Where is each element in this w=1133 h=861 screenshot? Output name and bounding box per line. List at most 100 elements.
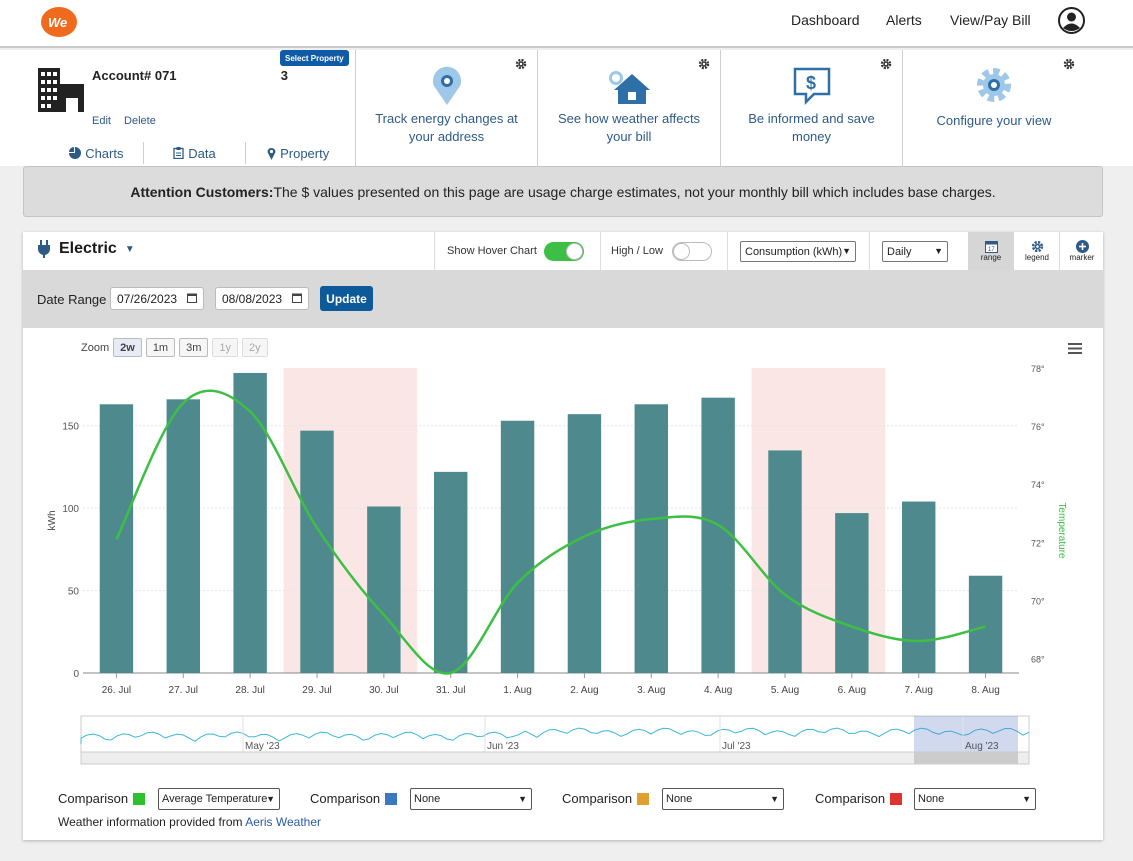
attention-title: Attention Customers: bbox=[130, 183, 274, 200]
plug-icon bbox=[38, 240, 50, 258]
temperature-line bbox=[115, 389, 986, 675]
divider bbox=[142, 142, 144, 164]
y-tick-label: 150 bbox=[62, 422, 79, 433]
plus-circle-icon bbox=[1075, 240, 1089, 253]
tab-charts[interactable]: Charts bbox=[50, 142, 143, 164]
chart-panel: Electric ▼ Show Hover Chart High / Low C… bbox=[23, 232, 1103, 840]
comparison-4: Comparison bbox=[815, 791, 903, 806]
bar bbox=[367, 506, 401, 673]
comparison-label: Comparison bbox=[310, 791, 381, 806]
user-avatar-icon[interactable] bbox=[1058, 7, 1085, 34]
menu-icon[interactable] bbox=[1068, 343, 1082, 354]
comparison-4-select[interactable]: None ▼ bbox=[914, 788, 1036, 810]
comparison-label: Comparison bbox=[58, 791, 129, 806]
zoom-2y-button: 2y bbox=[242, 338, 268, 357]
bar bbox=[835, 513, 869, 673]
zoom-1m-button[interactable]: 1m bbox=[145, 338, 176, 357]
attention-banner: Attention Customers: The $ values present… bbox=[23, 166, 1103, 217]
y2-tick-label: 68° bbox=[1031, 654, 1045, 664]
navigator-label: Aug '23 bbox=[965, 741, 999, 752]
x-tick-label: 27. Jul bbox=[169, 685, 198, 696]
zoom-1y-button: 1y bbox=[212, 338, 238, 357]
comparison-label: Comparison bbox=[815, 791, 886, 806]
service-label: Electric bbox=[59, 240, 117, 257]
gear-icon[interactable] bbox=[698, 58, 710, 70]
delete-account-link[interactable]: Delete bbox=[124, 115, 156, 127]
range-button[interactable]: 17 range bbox=[968, 232, 1014, 270]
gear-icon[interactable] bbox=[1063, 58, 1075, 70]
y-tick-label: 0 bbox=[73, 669, 79, 680]
measure-select[interactable]: Consumption (kWh) ▼ bbox=[740, 241, 856, 262]
update-button[interactable]: Update bbox=[320, 286, 373, 311]
tab-property[interactable]: Property bbox=[246, 142, 350, 164]
x-tick-label: 4. Aug bbox=[704, 685, 732, 696]
calendar-icon bbox=[292, 293, 302, 303]
interval-select[interactable]: Daily ▼ bbox=[882, 241, 948, 262]
divider bbox=[869, 232, 870, 270]
zoom-3m-button[interactable]: 3m bbox=[179, 338, 209, 357]
marker-button[interactable]: marker bbox=[1059, 232, 1105, 270]
nav-view-pay-bill[interactable]: View/Pay Bill bbox=[950, 12, 1031, 28]
we-energies-logo[interactable]: We bbox=[40, 6, 78, 38]
zoom-2w-button[interactable]: 2w bbox=[113, 338, 142, 357]
y2-tick-label: 76° bbox=[1031, 422, 1045, 432]
end-date-input[interactable]: 08/08/2023 bbox=[215, 287, 309, 310]
legend-button[interactable]: legend bbox=[1014, 232, 1060, 270]
high-low-toggle[interactable] bbox=[672, 242, 712, 261]
account-number-tail: 3 bbox=[280, 68, 288, 83]
edit-account-link[interactable]: Edit bbox=[92, 115, 111, 127]
navigator-scrollbar bbox=[80, 751, 1030, 765]
divider bbox=[600, 232, 601, 270]
tile-weather[interactable]: See how weather affects your bill bbox=[537, 50, 720, 166]
navigator-label: May '23 bbox=[245, 741, 280, 752]
gear-icon[interactable] bbox=[515, 58, 527, 70]
comparison-2-select[interactable]: None ▼ bbox=[410, 788, 532, 810]
clipboard-icon bbox=[173, 147, 184, 159]
bar bbox=[768, 450, 802, 673]
tile-track-energy-text: Track energy changes at your address bbox=[375, 111, 518, 144]
x-tick-label: 29. Jul bbox=[302, 685, 331, 696]
tab-charts-label: Charts bbox=[85, 145, 124, 161]
navigator-scroll-thumb bbox=[914, 752, 1018, 764]
y2-tick-label: 78° bbox=[1031, 364, 1045, 374]
select-property-button[interactable]: Select Property bbox=[280, 50, 349, 66]
gear-icon[interactable] bbox=[880, 58, 892, 70]
service-selector[interactable]: Electric ▼ bbox=[37, 240, 135, 258]
start-date-input[interactable]: 07/26/2023 bbox=[110, 287, 204, 310]
navigator-label: Jul '23 bbox=[722, 741, 751, 752]
weather-credit-text: Weather information provided from bbox=[58, 815, 246, 829]
comparison-3-select[interactable]: None ▼ bbox=[662, 788, 784, 810]
bar bbox=[434, 471, 468, 673]
bar bbox=[233, 372, 267, 673]
x-tick-label: 3. Aug bbox=[637, 685, 665, 696]
tile-track-energy[interactable]: Track energy changes at your address bbox=[355, 50, 537, 166]
tile-configure[interactable]: Configure your view bbox=[902, 50, 1085, 166]
comparison-3: Comparison bbox=[562, 791, 650, 806]
bar bbox=[300, 430, 334, 673]
hover-chart-toggle[interactable] bbox=[544, 242, 584, 261]
divider bbox=[727, 232, 728, 270]
x-tick-label: 2. Aug bbox=[570, 685, 598, 696]
bar bbox=[567, 414, 602, 673]
building-icon bbox=[38, 68, 84, 112]
comparison-1-select[interactable]: Average Temperature ▼ bbox=[158, 788, 280, 810]
nav-alerts[interactable]: Alerts bbox=[886, 12, 922, 28]
zoom-controls: Zoom 2w 1m 3m 1y 2y bbox=[81, 338, 268, 357]
tab-data[interactable]: Data bbox=[144, 142, 246, 164]
x-tick-label: 8. Aug bbox=[971, 685, 999, 696]
x-tick-label: 5. Aug bbox=[771, 685, 799, 696]
weather-credit: Weather information provided from Aeris … bbox=[58, 815, 321, 829]
tile-informed[interactable]: $ Be informed and save money bbox=[720, 50, 902, 166]
y2-axis-label: Temperature bbox=[1056, 502, 1067, 559]
y-tick-label: 50 bbox=[68, 587, 80, 598]
pie-chart-icon bbox=[69, 147, 82, 159]
navigator-window bbox=[914, 716, 1018, 752]
nav-dashboard[interactable]: Dashboard bbox=[791, 12, 860, 28]
bar bbox=[968, 575, 1003, 673]
configure-gear-icon bbox=[977, 68, 1011, 102]
tab-data-label: Data bbox=[188, 145, 216, 161]
aeris-weather-link[interactable]: Aeris Weather bbox=[245, 815, 322, 829]
navigator bbox=[80, 715, 1030, 753]
logo-text: We bbox=[48, 15, 67, 30]
map-pin-icon bbox=[433, 66, 461, 105]
